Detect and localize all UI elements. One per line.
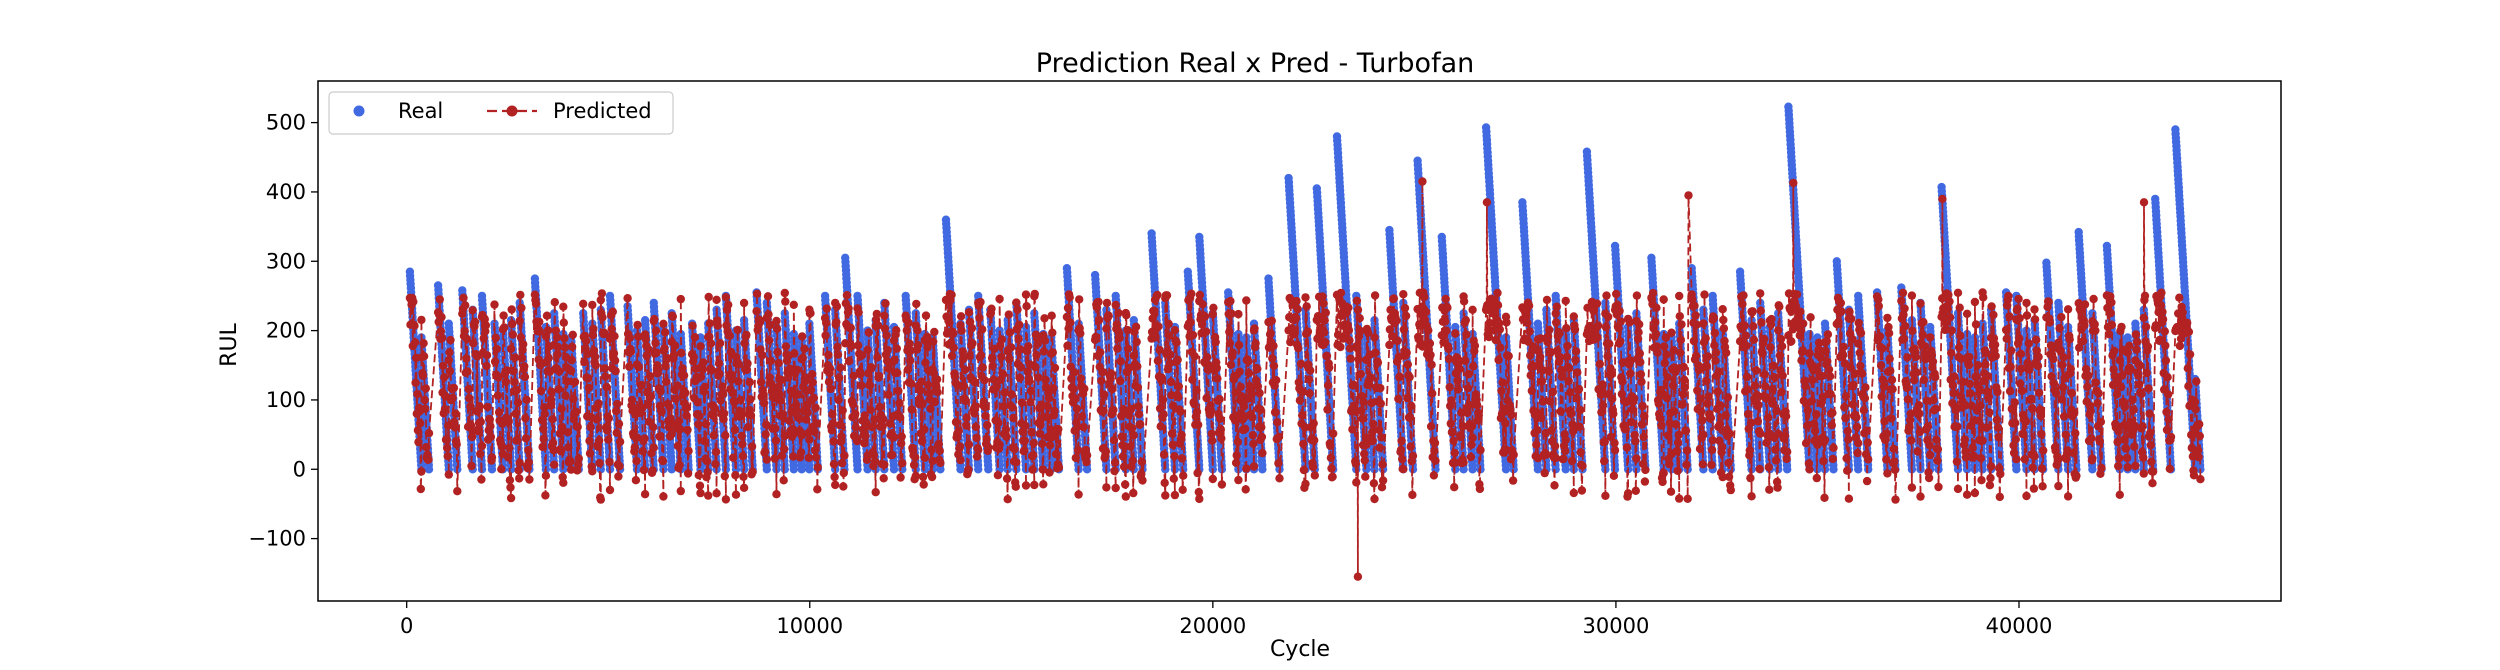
real-point (797, 465, 806, 474)
real-point (1362, 465, 1371, 474)
real-point (1258, 465, 1267, 474)
real-point (1468, 465, 1477, 474)
real-point (805, 465, 814, 474)
real-point (1561, 465, 1570, 474)
real-point (889, 465, 899, 474)
real-point (974, 465, 983, 474)
real-point (956, 465, 965, 474)
chart-title: Prediction Real x Pred - Turbofan (1036, 48, 1474, 79)
real-point (1082, 465, 1092, 474)
real-point (984, 465, 993, 474)
real-point (1501, 465, 1511, 474)
real-point (424, 465, 434, 474)
real-point (853, 465, 862, 474)
plot-area (405, 102, 2205, 581)
real-point (487, 465, 497, 474)
real-point (789, 465, 798, 474)
real-point (762, 465, 771, 474)
real-point (1551, 465, 1560, 474)
